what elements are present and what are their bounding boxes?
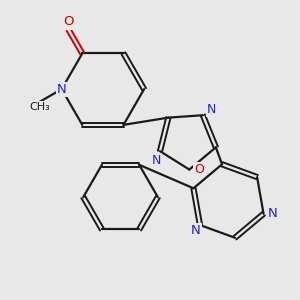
Text: N: N	[152, 154, 161, 166]
Text: N: N	[207, 103, 216, 116]
Text: O: O	[194, 163, 204, 176]
Text: N: N	[191, 224, 201, 237]
Text: CH₃: CH₃	[29, 102, 50, 112]
Text: N: N	[57, 82, 67, 96]
Text: N: N	[268, 207, 277, 220]
Text: O: O	[63, 16, 74, 28]
